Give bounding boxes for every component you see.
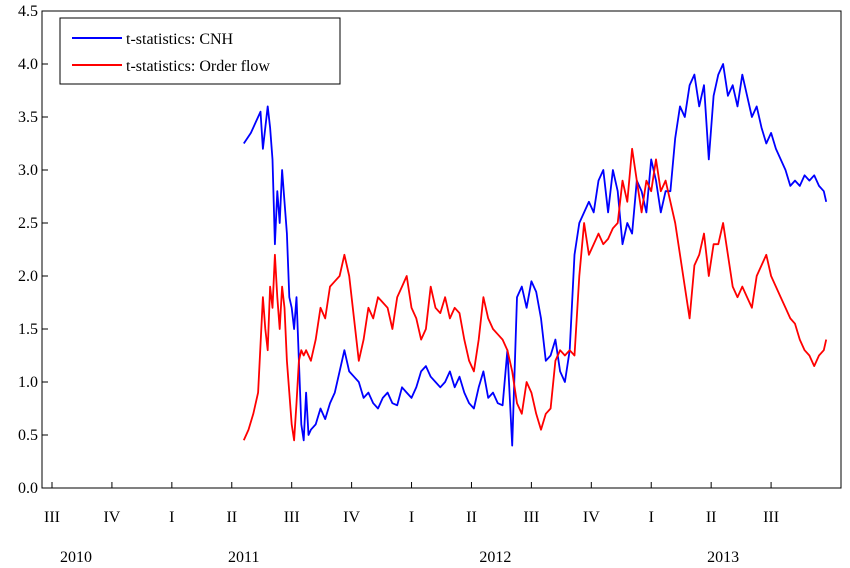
x-year-label: 2012 <box>479 549 511 566</box>
legend-box <box>59 17 341 85</box>
x-quarter-label: II <box>706 509 717 526</box>
legend-label-order-flow: t-statistics: Order flow <box>126 58 270 75</box>
x-quarter-label: I <box>649 509 654 526</box>
legend-label-cnh: t-statistics: CNH <box>126 31 234 48</box>
x-quarter-label: I <box>409 509 414 526</box>
x-year-label: 2011 <box>228 549 259 566</box>
x-quarter-label: III <box>44 509 60 526</box>
y-axis: 0.0 0.5 1.0 1.5 2.0 2.5 3.0 3.5 4.0 4.5 <box>18 3 48 497</box>
series-line-cnh <box>243 63 828 447</box>
y-tick-label: 3.0 <box>18 162 38 179</box>
x-quarter-label: II <box>226 509 237 526</box>
plot-frame <box>41 10 842 489</box>
y-tick-label: 2.0 <box>18 268 38 285</box>
y-tick-label: 3.5 <box>18 109 38 126</box>
y-tick-label: 0.0 <box>18 480 38 497</box>
y-tick-label: 0.5 <box>18 427 38 444</box>
series-layer <box>242 63 828 447</box>
y-tick-label: 4.0 <box>18 56 38 73</box>
series-line-order-flow <box>242 147 828 442</box>
y-tick-label: 2.5 <box>18 215 38 232</box>
x-quarter-label: IV <box>583 509 600 526</box>
x-quarter-label: IV <box>103 509 120 526</box>
x-quarter-label: II <box>466 509 477 526</box>
x-quarter-label: III <box>763 509 779 526</box>
y-tick-label: 1.5 <box>18 321 38 338</box>
legend: t-statistics: CNH t-statistics: Order fl… <box>59 17 341 85</box>
x-year-label: 2010 <box>60 549 92 566</box>
y-tick-label: 1.0 <box>18 374 38 391</box>
x-quarter-label: III <box>284 509 300 526</box>
x-quarter-label: IV <box>343 509 360 526</box>
x-year-label: 2013 <box>707 549 739 566</box>
y-tick-label: 4.5 <box>18 3 38 20</box>
x-quarter-label: III <box>523 509 539 526</box>
x-quarter-label: I <box>169 509 174 526</box>
